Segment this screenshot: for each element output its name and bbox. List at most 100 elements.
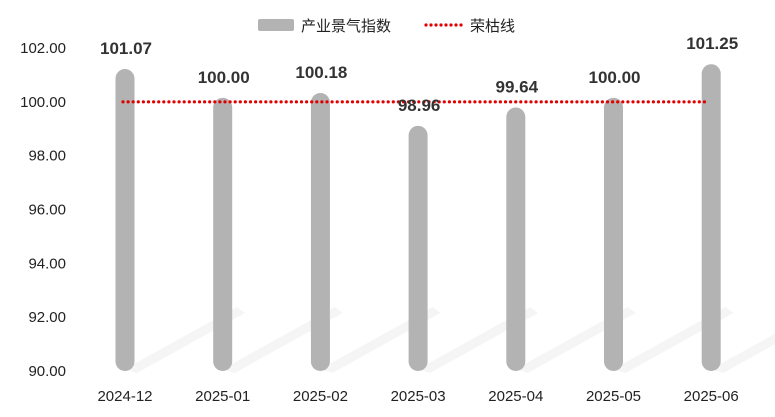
legend-dot <box>424 23 428 27</box>
legend-dot <box>439 23 443 27</box>
threshold-dot <box>468 100 472 104</box>
threshold-dot <box>340 100 344 104</box>
data-label: 101.07 <box>100 39 152 58</box>
threshold-dot <box>121 100 125 104</box>
threshold-dot <box>381 100 385 104</box>
threshold-dot <box>157 100 161 104</box>
y-tick-label: 94.00 <box>28 255 66 272</box>
threshold-dot <box>254 100 258 104</box>
threshold-dot <box>447 100 451 104</box>
threshold-dot <box>437 100 441 104</box>
threshold-dot <box>269 100 273 104</box>
threshold-dot <box>197 100 202 104</box>
threshold-dot <box>560 100 564 104</box>
threshold-dot <box>274 100 278 104</box>
x-tick-label: 2024-12 <box>97 388 152 405</box>
threshold-dot <box>187 100 191 104</box>
data-labels: 101.07 100.00 100.18 98.96 99.64 100.00 101.25 <box>100 34 738 115</box>
threshold-dot <box>483 100 487 104</box>
threshold-dot <box>641 100 645 104</box>
threshold-dot <box>529 100 533 104</box>
threshold-dot <box>218 100 222 104</box>
data-label: 100.00 <box>198 68 250 87</box>
threshold-dot <box>605 100 610 104</box>
threshold-dot <box>305 100 309 104</box>
threshold-dot <box>534 100 538 104</box>
y-tick-label: 96.00 <box>28 202 66 219</box>
threshold-dot <box>646 100 650 104</box>
threshold-dot <box>565 100 569 104</box>
legend-dot <box>449 23 453 27</box>
threshold-dot <box>152 100 156 104</box>
bar <box>310 92 330 371</box>
threshold-dot <box>345 100 349 104</box>
threshold-dot <box>243 100 247 104</box>
bar <box>115 69 135 371</box>
x-tick-label: 2025-01 <box>195 388 250 405</box>
threshold-dot <box>335 100 339 104</box>
threshold-dot <box>386 100 390 104</box>
x-axis: 2024-12 2025-01 2025-02 2025-03 2025-04 2025-… <box>97 388 738 405</box>
threshold-dot <box>539 100 543 104</box>
threshold-dot <box>554 100 559 104</box>
x-tick-label: 2025-03 <box>391 388 446 405</box>
threshold-dot <box>631 100 635 104</box>
legend: 产业景气指数 荣枯线 <box>258 18 515 35</box>
threshold-dot <box>259 100 263 104</box>
y-tick-label: 100.00 <box>20 94 66 111</box>
threshold-dot <box>213 100 217 104</box>
bar <box>604 97 623 371</box>
threshold-dot <box>223 100 227 104</box>
threshold-dot <box>289 100 293 104</box>
bar-shadow <box>711 333 775 373</box>
threshold-dot <box>177 100 181 104</box>
data-label: 99.64 <box>496 78 539 97</box>
threshold-dot <box>228 100 232 104</box>
threshold-dot <box>427 100 431 104</box>
threshold-dot <box>682 100 686 104</box>
threshold-dot <box>662 100 666 104</box>
threshold-dot <box>636 100 640 104</box>
threshold-dot <box>611 100 615 104</box>
y-tick-label: 90.00 <box>28 363 66 380</box>
legend-line-swatch <box>424 23 463 27</box>
threshold-dot <box>626 100 630 104</box>
legend-dot <box>429 23 433 27</box>
threshold-dot <box>544 100 548 104</box>
threshold-dot <box>570 100 574 104</box>
data-label: 100.18 <box>295 63 347 82</box>
threshold-dot <box>264 100 268 104</box>
threshold-dot <box>366 100 370 104</box>
threshold-dot <box>463 100 467 104</box>
legend-dot <box>459 23 463 27</box>
bar <box>701 64 721 371</box>
y-tick-label: 102.00 <box>20 40 66 57</box>
data-label: 101.25 <box>686 34 738 53</box>
threshold-dot <box>422 100 426 104</box>
bars <box>115 64 721 372</box>
threshold-dot <box>131 100 135 104</box>
x-tick-label: 2025-02 <box>293 388 348 405</box>
threshold-dot <box>361 100 365 104</box>
threshold-line <box>121 100 707 104</box>
threshold-dot <box>325 100 329 104</box>
threshold-dot <box>376 100 380 104</box>
legend-dot <box>444 23 448 27</box>
x-tick-label: 2025-06 <box>684 388 739 405</box>
threshold-dot <box>452 100 457 104</box>
threshold-dot <box>702 100 707 104</box>
threshold-dot <box>656 100 661 104</box>
threshold-dot <box>203 100 207 104</box>
threshold-dot <box>284 100 288 104</box>
legend-line-label: 荣枯线 <box>470 18 515 35</box>
x-tick-label: 2025-05 <box>586 388 641 405</box>
x-tick-label: 2025-04 <box>488 388 543 405</box>
threshold-dot <box>514 100 518 104</box>
threshold-dot <box>549 100 554 104</box>
threshold-dot <box>600 100 605 104</box>
legend-dot <box>454 23 458 27</box>
threshold-dot <box>509 100 513 104</box>
threshold-dot <box>182 100 186 104</box>
threshold-dot <box>310 100 314 104</box>
